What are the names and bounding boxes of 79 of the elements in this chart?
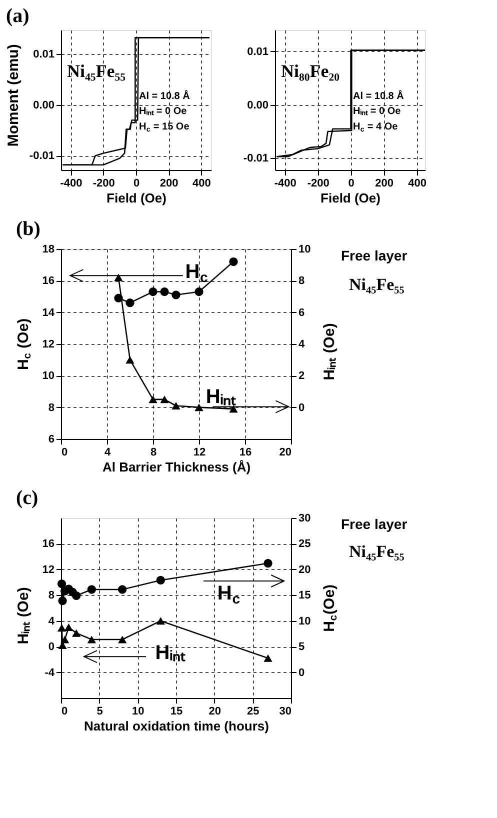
annotation: Ni₄₅Fe₅₅	[67, 61, 126, 81]
y2-tick-label: 30	[298, 512, 311, 524]
x-tick-label: 20	[279, 446, 292, 458]
text: Free layer	[341, 516, 408, 532]
y-tick-label: 18	[42, 244, 54, 256]
y2-tick-label: 6	[298, 306, 305, 319]
y-tick-label: 16	[42, 538, 54, 550]
y-tick-label: 8	[48, 402, 54, 414]
y-tick-label: 0.00	[247, 99, 268, 112]
annotation: Al = 10.8 Å	[353, 90, 404, 102]
x-tick-label: -200	[307, 178, 330, 190]
x-tick-label: 0	[62, 446, 68, 458]
y2-tick-label: 10	[298, 615, 311, 628]
x-tick-label: 15	[170, 706, 183, 718]
x-tick-label: 8	[150, 446, 157, 458]
annotation: Hᵢₙₜ	[155, 642, 186, 664]
y-tick-label: 0.01	[247, 46, 268, 58]
y2-tick-label: 2	[298, 370, 305, 382]
y2-axis-title: Hᵢₙₜ (Oe)	[321, 323, 338, 380]
x-tick-label: 200	[160, 178, 178, 190]
y-tick-label: 16	[42, 275, 54, 288]
x-axis-title: Field (Oe)	[106, 190, 166, 206]
y-tick-label: 14	[42, 306, 56, 319]
y2-tick-label: 10	[298, 244, 311, 256]
x-tick-label: 400	[408, 178, 426, 190]
text: Free layer	[341, 248, 408, 264]
annotation: Hᵢₙₜ	[206, 386, 236, 408]
annotation: Al = 10.8 Å	[139, 90, 190, 102]
annotation: Hᵢₙₜ = 0 Oe	[353, 106, 402, 118]
y-tick-label: -0.01	[29, 150, 54, 162]
y2-tick-label: 25	[298, 538, 311, 550]
y-tick-label: -4	[44, 666, 56, 679]
x-tick-label: 5	[96, 706, 103, 718]
text: Ni₄₅Fe₅₅	[349, 275, 404, 294]
y2-tick-label: 0	[298, 666, 305, 679]
y-axis-title: Hᵢₙₜ (Oe)	[15, 587, 32, 644]
x-tick-label: 25	[247, 706, 260, 718]
x-tick-label: 10	[132, 706, 144, 718]
x-tick-label: 0	[348, 178, 354, 190]
y2-axis-title: Hc(Oe)	[321, 584, 340, 632]
text: Ni₄₅Fe₅₅	[349, 542, 404, 562]
chart-title: (b)	[16, 218, 40, 240]
y-tick-label: 0.01	[33, 48, 54, 60]
annotation: Hᵢₙₜ = 0 Oe	[139, 106, 188, 118]
x-tick-label: 0	[133, 178, 140, 190]
x-tick-label: -200	[92, 178, 115, 190]
y-tick-label: 10	[42, 370, 54, 382]
y-tick-label: 8	[48, 590, 54, 602]
chart-title: (a)	[6, 5, 30, 27]
x-tick-label: 30	[279, 706, 292, 718]
y2-tick-label: 5	[298, 641, 305, 654]
y-axis-title: Moment (emu)	[5, 44, 22, 147]
y2-tick-label: 20	[298, 564, 311, 576]
y-tick-label: 0	[48, 641, 54, 654]
y-tick-label: -0.01	[243, 152, 268, 165]
y-tick-label: 12	[42, 338, 54, 350]
x-tick-label: -400	[274, 178, 296, 190]
x-tick-label: 200	[375, 178, 394, 190]
x-tick-label: 0	[62, 706, 68, 718]
x-axis-title: Natural oxidation time (hours)	[84, 718, 269, 734]
x-axis-title: Al Barrier Thickness (Å)	[102, 460, 251, 474]
y-tick-label: 12	[42, 564, 54, 576]
y-axis-title: Hc (Oe)	[15, 318, 34, 370]
x-axis-title: Field (Oe)	[320, 190, 380, 206]
y2-tick-label: 15	[298, 590, 311, 602]
x-tick-label: 400	[192, 178, 211, 190]
chart-title: (c)	[16, 487, 38, 509]
x-tick-label: 16	[239, 446, 252, 458]
x-tick-label: 20	[208, 706, 221, 718]
y-tick-label: 4	[48, 615, 56, 628]
y2-tick-label: 0	[298, 402, 305, 414]
x-tick-label: 12	[193, 446, 206, 458]
annotation: Ni₈₀Fe₂₀	[281, 61, 340, 81]
x-tick-label: 4	[104, 446, 112, 458]
y-tick-label: 6	[48, 434, 54, 446]
y2-tick-label: 4	[298, 338, 306, 350]
x-tick-label: -400	[60, 178, 82, 190]
y2-tick-label: 8	[298, 275, 305, 288]
y-tick-label: 0.00	[33, 99, 54, 112]
